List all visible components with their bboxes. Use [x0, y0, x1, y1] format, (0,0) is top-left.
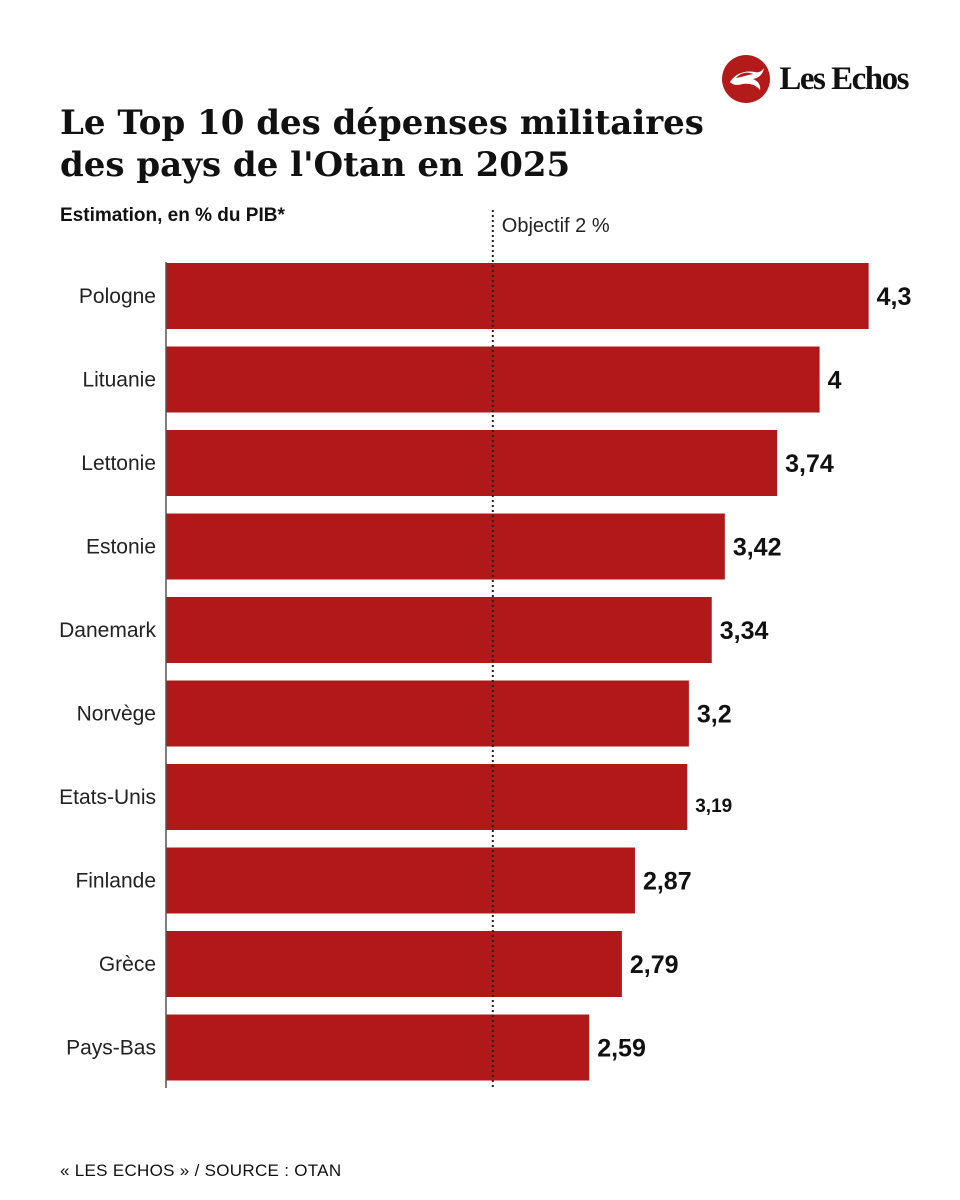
category-label: Pays-Bas	[66, 1037, 156, 1060]
bar	[166, 847, 635, 914]
category-label: Norvège	[77, 703, 156, 726]
category-label: Danemark	[59, 619, 156, 642]
category-label: Lituanie	[82, 369, 156, 392]
value-label: 4,3	[877, 283, 912, 311]
reference-line-label: Objectif 2 %	[502, 215, 610, 237]
value-label: 2,87	[643, 868, 692, 896]
value-label: 3,2	[697, 701, 732, 729]
bar	[166, 263, 869, 329]
chart-subtitle: Estimation, en % du PIB*	[60, 205, 285, 226]
bar	[166, 430, 778, 496]
value-label: 3,42	[733, 534, 782, 562]
value-label: 2,79	[630, 951, 679, 979]
category-label: Lettonie	[81, 452, 156, 475]
bar	[166, 931, 622, 997]
value-label: 3,74	[785, 450, 834, 478]
category-label: Estonie	[86, 536, 156, 559]
brand-name: Les Echos	[779, 60, 909, 97]
bar	[166, 764, 688, 830]
chart-title: Le Top 10 des dépenses militaires des pa…	[60, 103, 704, 185]
value-label: 4	[828, 367, 842, 395]
bar	[166, 513, 725, 580]
category-label: Etats-Unis	[59, 786, 156, 809]
bar	[166, 597, 712, 663]
value-label: 3,19	[695, 796, 732, 817]
brand-header: Les Echos	[722, 54, 909, 104]
bar	[166, 680, 689, 747]
category-label: Grèce	[99, 953, 156, 976]
category-label: Pologne	[79, 285, 156, 308]
les-echos-logo-icon	[722, 55, 771, 103]
value-label: 3,34	[720, 617, 769, 645]
category-label: Finlande	[75, 870, 156, 893]
bar	[166, 1014, 590, 1081]
source-footer: « LES ECHOS » / SOURCE : OTAN	[60, 1161, 342, 1180]
logo-bird-shape	[730, 68, 765, 90]
logo-wing-shape	[736, 72, 754, 78]
value-label: 2,59	[597, 1035, 646, 1063]
